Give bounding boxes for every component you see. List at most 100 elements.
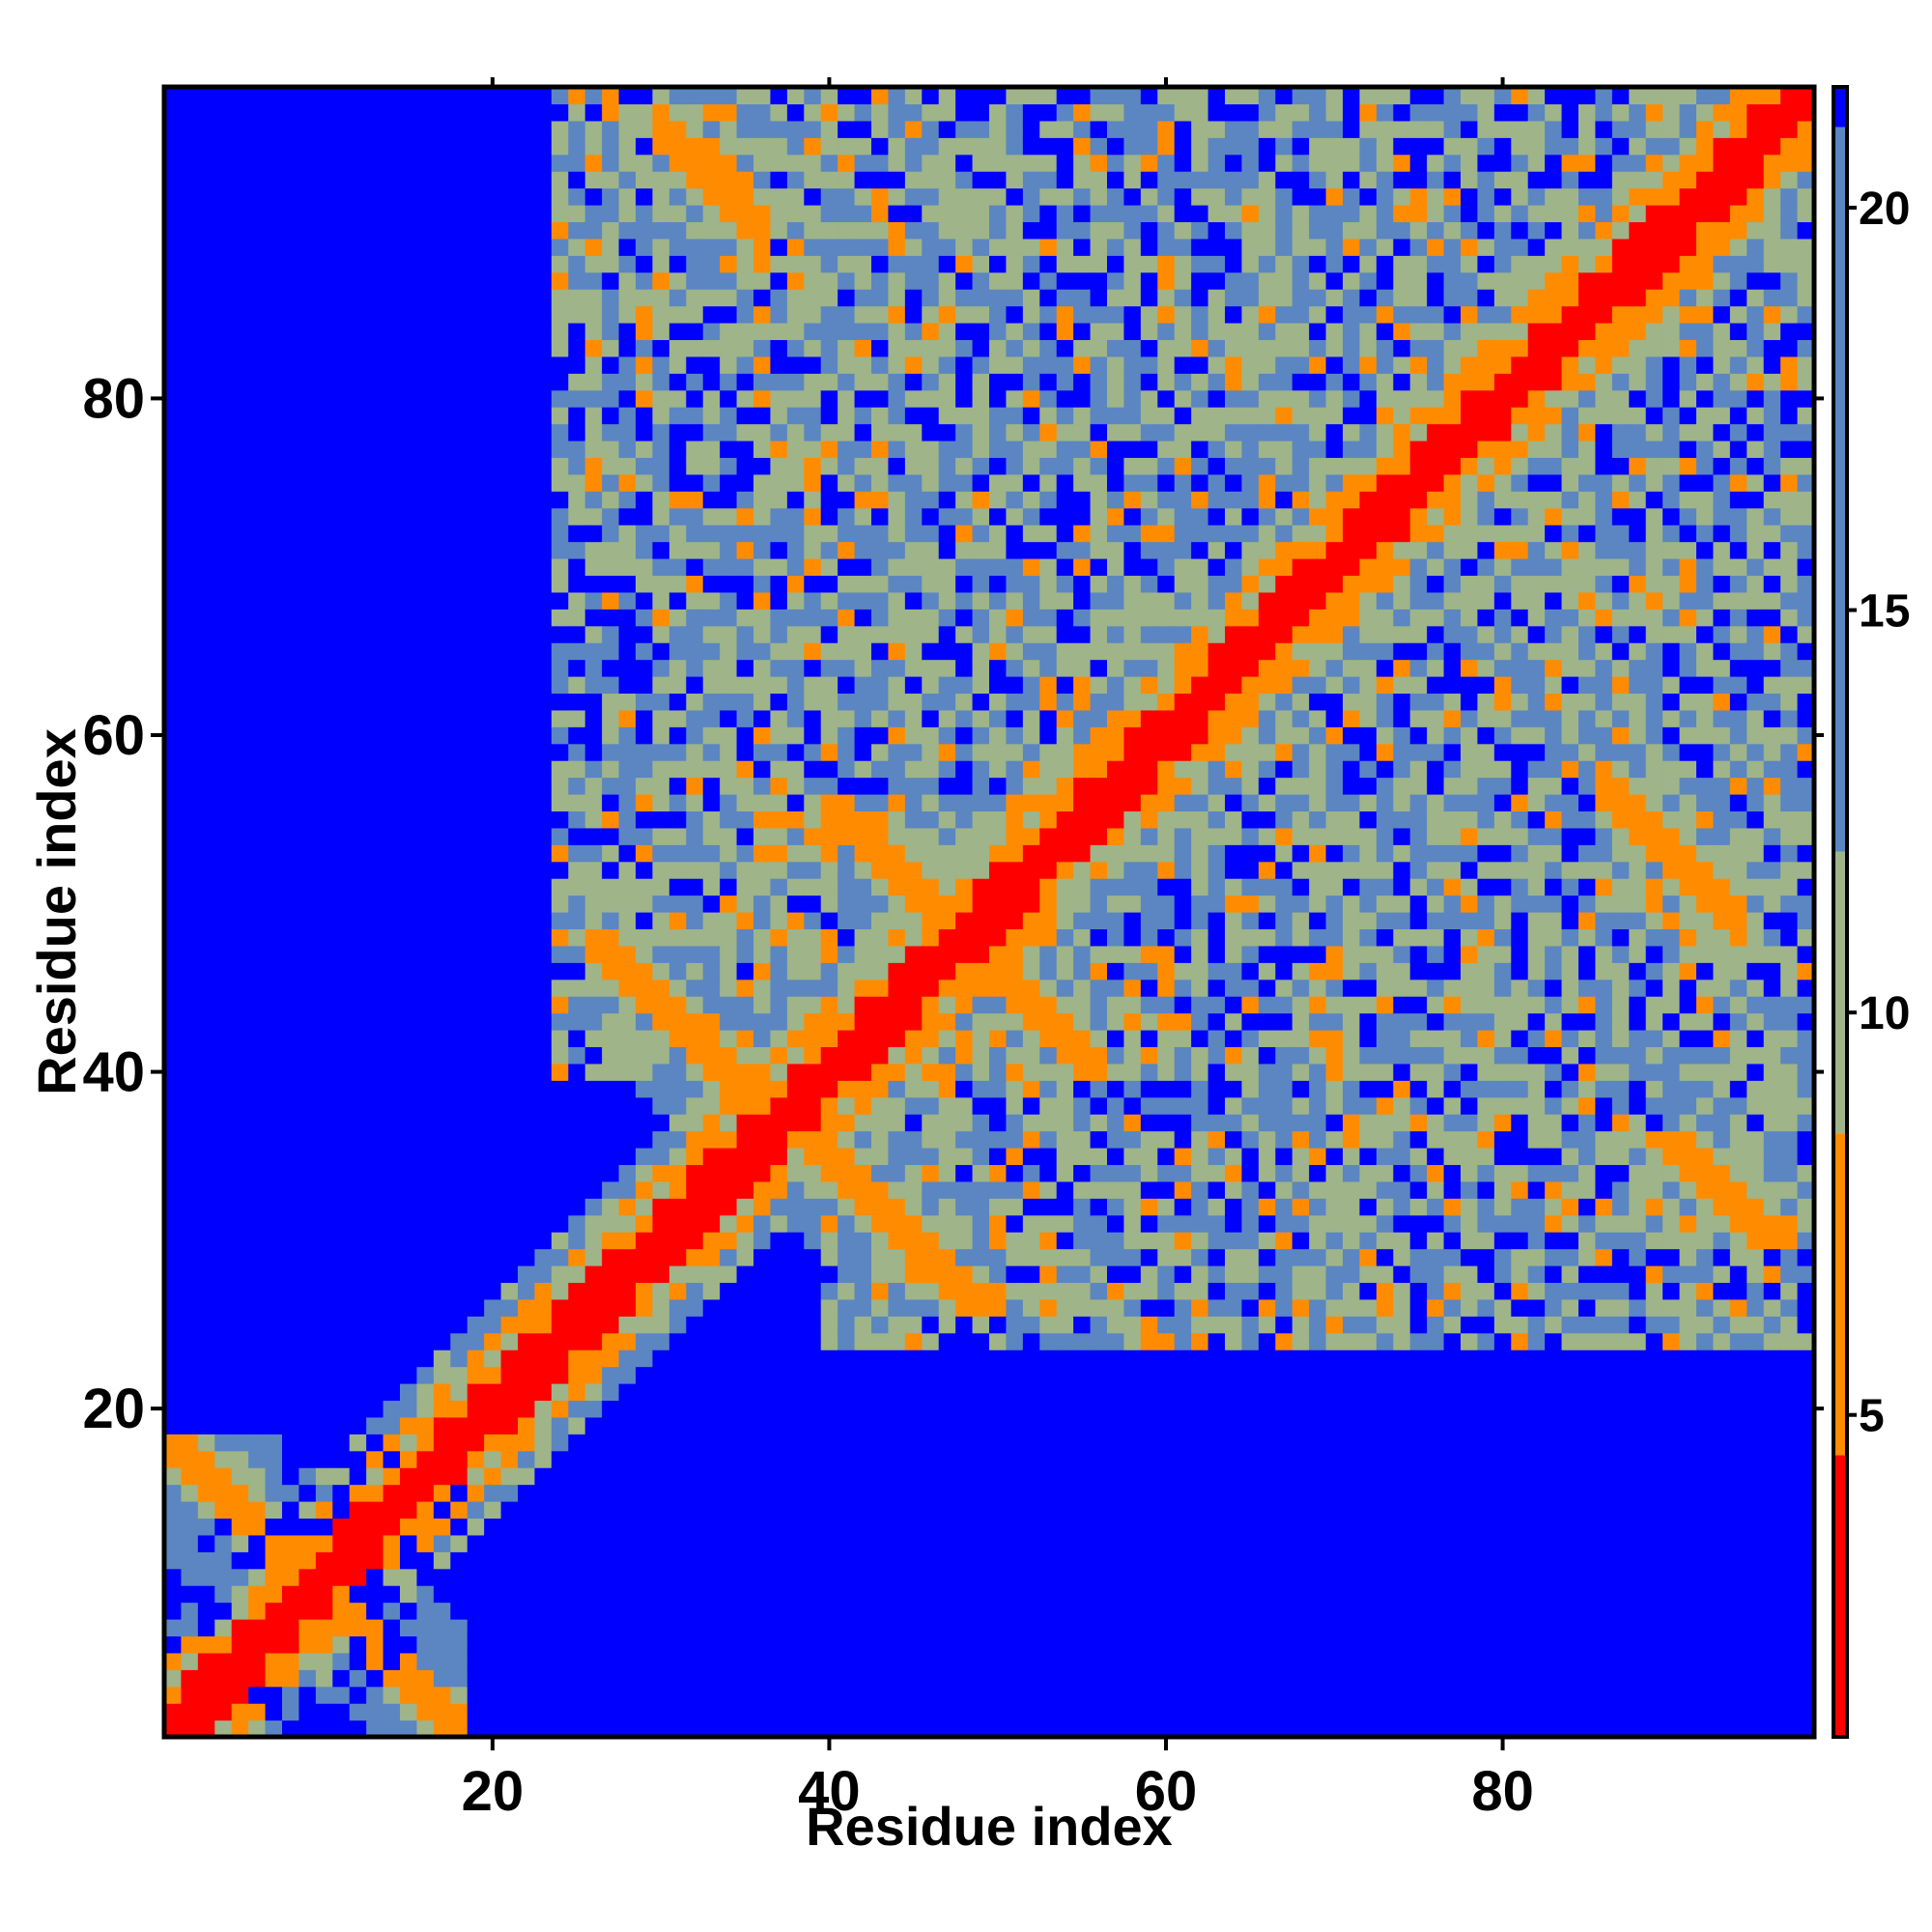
heatmap-cell bbox=[955, 676, 974, 695]
heatmap-cell bbox=[786, 541, 805, 559]
heatmap-cell bbox=[636, 844, 654, 863]
heatmap-cell bbox=[668, 1602, 687, 1620]
heatmap-cell bbox=[720, 609, 738, 627]
heatmap-cell bbox=[618, 1568, 637, 1586]
heatmap-cell bbox=[265, 1719, 283, 1738]
heatmap-cell bbox=[416, 591, 435, 610]
heatmap-cell bbox=[786, 1232, 805, 1250]
heatmap-cell bbox=[686, 1669, 704, 1688]
heatmap-cell bbox=[534, 289, 553, 307]
heatmap-cell bbox=[972, 1585, 990, 1604]
heatmap-cell bbox=[214, 676, 233, 695]
heatmap-cell bbox=[484, 440, 502, 459]
heatmap-cell bbox=[433, 1434, 451, 1452]
heatmap-cell bbox=[786, 355, 805, 374]
heatmap-cell bbox=[248, 1030, 267, 1048]
heatmap-cell bbox=[871, 137, 890, 156]
heatmap-cell bbox=[383, 1434, 401, 1452]
heatmap-cell bbox=[584, 844, 603, 863]
heatmap-cell bbox=[315, 154, 333, 172]
heatmap-cell bbox=[400, 1180, 418, 1199]
heatmap-cell bbox=[383, 1350, 401, 1368]
heatmap-cell bbox=[248, 1568, 267, 1586]
heatmap-cell bbox=[804, 1366, 822, 1384]
heatmap-cell bbox=[770, 339, 788, 357]
heatmap-cell bbox=[786, 457, 805, 475]
heatmap-cell bbox=[770, 1030, 788, 1048]
heatmap-cell bbox=[938, 289, 956, 307]
heatmap-cell bbox=[904, 709, 923, 727]
heatmap-cell bbox=[298, 1652, 317, 1670]
heatmap-cell bbox=[636, 103, 654, 122]
heatmap-cell bbox=[298, 305, 317, 324]
heatmap-cell bbox=[450, 1265, 469, 1284]
heatmap-cell bbox=[854, 1619, 872, 1637]
heatmap-cell bbox=[720, 1400, 738, 1418]
heatmap-cell bbox=[484, 1063, 502, 1081]
heatmap-cell bbox=[904, 491, 923, 509]
heatmap-cell bbox=[888, 1383, 906, 1402]
heatmap-cell bbox=[922, 255, 940, 273]
heatmap-cell bbox=[315, 1012, 333, 1031]
heatmap-cell bbox=[315, 979, 333, 997]
heatmap-cell bbox=[366, 642, 384, 661]
heatmap-cell bbox=[720, 1232, 738, 1250]
heatmap-cell bbox=[315, 693, 333, 711]
heatmap-cell bbox=[652, 1096, 670, 1115]
heatmap-cell bbox=[838, 1298, 856, 1317]
heatmap-cell bbox=[904, 255, 923, 273]
heatmap-cell bbox=[888, 103, 906, 122]
heatmap-cell bbox=[989, 1164, 1008, 1182]
heatmap-cell bbox=[265, 271, 283, 290]
heatmap-cell bbox=[349, 642, 367, 661]
heatmap-cell bbox=[181, 255, 199, 273]
heatmap-cell bbox=[820, 895, 838, 913]
heatmap-cell bbox=[636, 1198, 654, 1216]
heatmap-cell bbox=[702, 271, 721, 290]
heatmap-cell bbox=[181, 103, 199, 122]
heatmap-cell bbox=[686, 709, 704, 727]
heatmap-cell bbox=[871, 625, 890, 643]
heatmap-cell bbox=[888, 491, 906, 509]
heatmap-cell bbox=[702, 473, 721, 492]
heatmap-cell bbox=[720, 1350, 738, 1368]
heatmap-cell bbox=[972, 1383, 990, 1402]
heatmap-cell bbox=[854, 979, 872, 997]
heatmap-cell bbox=[315, 558, 333, 577]
heatmap-cell bbox=[854, 1719, 872, 1738]
heatmap-cell bbox=[282, 777, 300, 795]
heatmap-cell bbox=[820, 1450, 838, 1468]
heatmap-cell bbox=[922, 1416, 940, 1435]
heatmap-cell bbox=[668, 861, 687, 879]
heatmap-cell bbox=[484, 221, 502, 240]
heatmap-cell bbox=[484, 1434, 502, 1452]
heatmap-cell bbox=[618, 507, 637, 526]
heatmap-cell bbox=[871, 844, 890, 863]
heatmap-cell bbox=[282, 1214, 300, 1233]
heatmap-cell bbox=[282, 87, 300, 105]
heatmap-cell bbox=[450, 355, 469, 374]
heatmap-cell bbox=[888, 120, 906, 138]
heatmap-cell bbox=[484, 928, 502, 947]
heatmap-cell bbox=[467, 1096, 485, 1115]
heatmap-cell bbox=[989, 996, 1008, 1014]
heatmap-cell bbox=[938, 205, 956, 223]
heatmap-cell bbox=[1006, 1248, 1024, 1266]
heatmap-cell bbox=[315, 1248, 333, 1266]
heatmap-cell bbox=[366, 1198, 384, 1216]
heatmap-cell bbox=[989, 255, 1008, 273]
heatmap-cell bbox=[450, 271, 469, 290]
heatmap-cell bbox=[1006, 676, 1024, 695]
heatmap-cell bbox=[534, 979, 553, 997]
heatmap-cell bbox=[854, 709, 872, 727]
heatmap-cell bbox=[871, 507, 890, 526]
heatmap-cell bbox=[820, 457, 838, 475]
heatmap-cell bbox=[871, 996, 890, 1014]
heatmap-cell bbox=[231, 154, 249, 172]
heatmap-cell bbox=[820, 154, 838, 172]
heatmap-cell bbox=[702, 1400, 721, 1418]
heatmap-cell bbox=[416, 323, 435, 341]
heatmap-cell bbox=[400, 440, 418, 459]
heatmap-cell bbox=[922, 693, 940, 711]
heatmap-cell bbox=[736, 962, 754, 980]
